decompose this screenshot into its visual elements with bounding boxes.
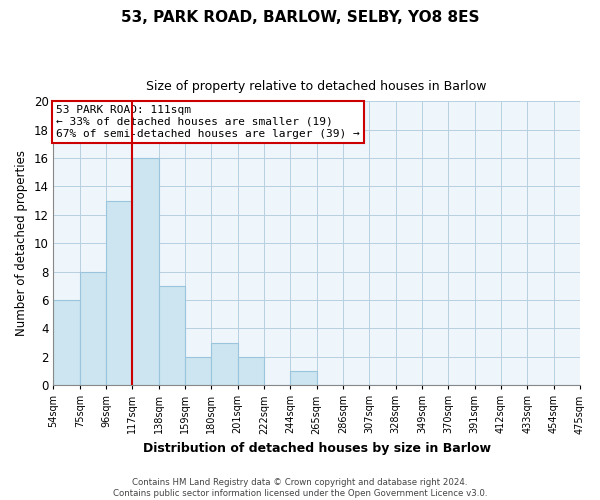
Bar <box>185 356 211 385</box>
Bar <box>133 158 159 385</box>
Bar <box>53 300 80 385</box>
Text: Contains HM Land Registry data © Crown copyright and database right 2024.
Contai: Contains HM Land Registry data © Crown c… <box>113 478 487 498</box>
Bar <box>80 272 106 385</box>
Text: 53 PARK ROAD: 111sqm
← 33% of detached houses are smaller (19)
67% of semi-detac: 53 PARK ROAD: 111sqm ← 33% of detached h… <box>56 106 360 138</box>
Bar <box>159 286 185 385</box>
Title: Size of property relative to detached houses in Barlow: Size of property relative to detached ho… <box>146 80 487 93</box>
Bar <box>211 342 238 385</box>
Bar <box>106 200 133 385</box>
Bar <box>238 356 264 385</box>
Bar <box>290 371 317 385</box>
X-axis label: Distribution of detached houses by size in Barlow: Distribution of detached houses by size … <box>143 442 491 455</box>
Y-axis label: Number of detached properties: Number of detached properties <box>15 150 28 336</box>
Text: 53, PARK ROAD, BARLOW, SELBY, YO8 8ES: 53, PARK ROAD, BARLOW, SELBY, YO8 8ES <box>121 10 479 25</box>
